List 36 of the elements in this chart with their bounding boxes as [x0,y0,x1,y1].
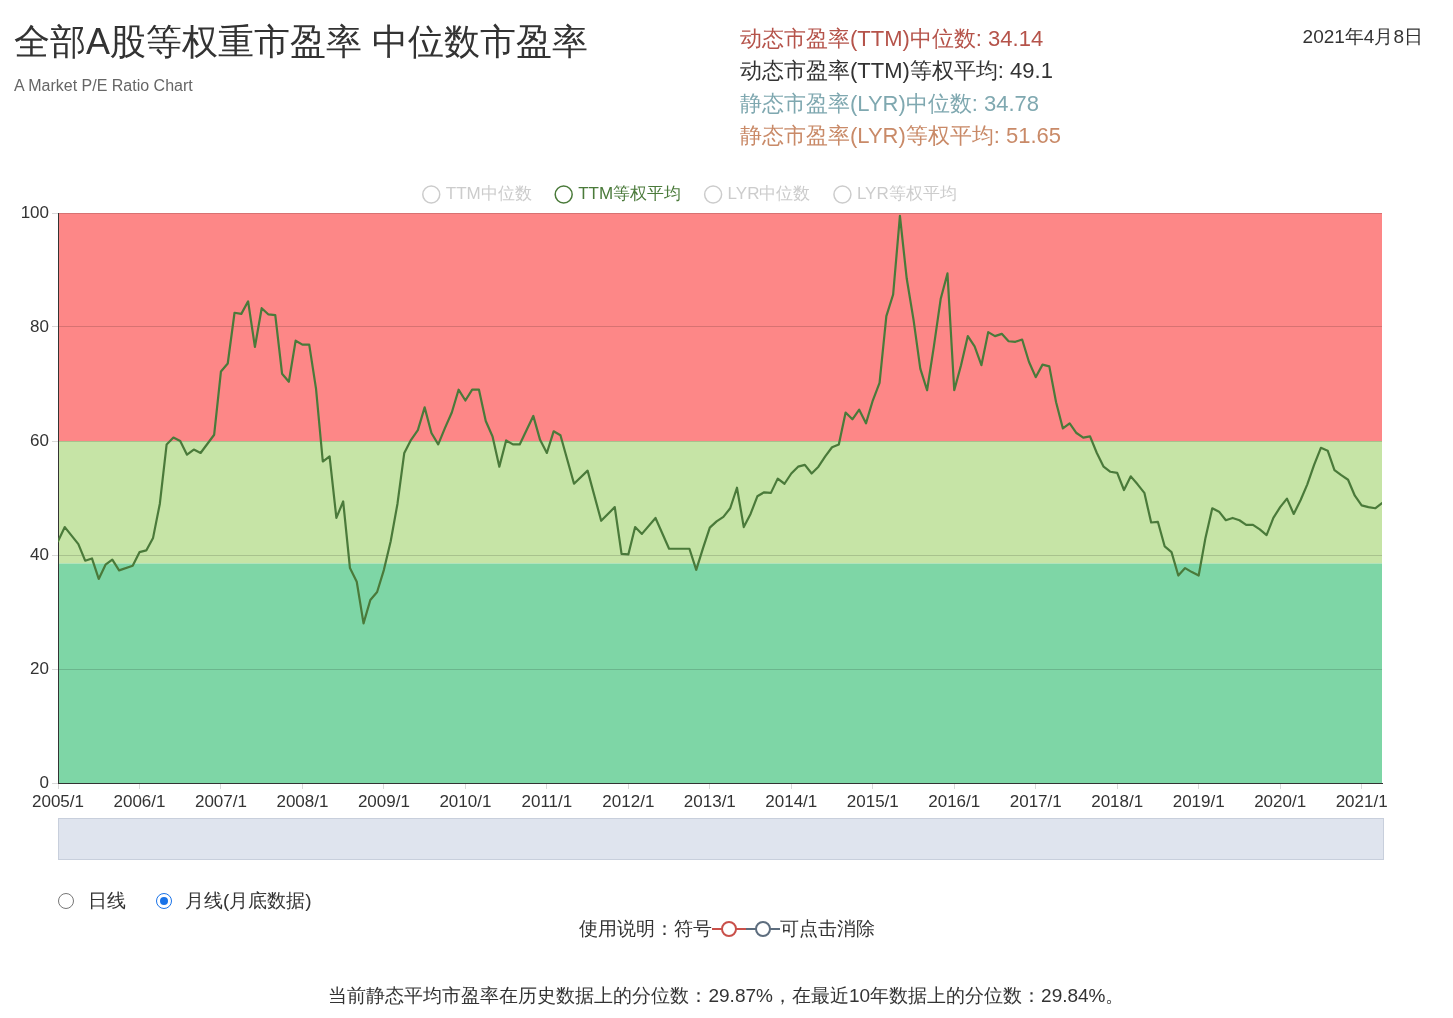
x-tick-label: 2012/1 [602,791,655,811]
text: 静态市盈率(LYR)等权平均: 51.65 [740,122,1062,150]
text: 静态市盈率(LYR)中位数: 34.78 [740,90,1040,118]
x-tick-label: 2018/1 [1091,791,1144,811]
y-tick-label: 100 [20,202,49,222]
text: 月线(月底数据) [185,889,312,913]
chart-title: 全部A股等权重市盈率 中位数市盈率 [14,20,589,64]
x-tick-label: 2007/1 [194,791,247,811]
x-tick-label: 2017/1 [1009,791,1062,811]
x-tick-label: 2006/1 [113,791,166,811]
x-tick-label: 2010/1 [439,791,492,811]
text: 日线 [88,889,126,913]
text: 动态市盈率(TTM)中位数: 34.14 [740,25,1044,53]
y-tick-label: 40 [30,544,49,564]
x-tick-label: 2016/1 [928,791,981,811]
text: 2021年4月8日 [1302,25,1423,49]
x-tick-label: 2014/1 [765,791,818,811]
text: 动态市盈率(TTM)等权平均: 49.1 [740,57,1053,85]
text: 可点击消除 [779,917,875,941]
y-tick-label: 80 [30,316,49,336]
x-tick-label: 2015/1 [846,791,899,811]
text: 使用说明：符号 [578,917,712,941]
chart-subtitle: A Market P/E Ratio Chart [14,77,193,95]
y-tick-label: 0 [39,772,49,792]
x-tick-label: 2005/1 [32,791,84,811]
y-tick-label: 20 [30,658,49,678]
x-tick-label: 2009/1 [357,791,410,811]
x-tick-label: 2011/1 [521,791,573,811]
x-tick-label: 2020/1 [1254,791,1307,811]
text: 当前静态平均市盈率在历史数据上的分位数：29.87%，在最近10年数据上的分位数：29.84%。 [327,984,1126,1008]
x-tick-label: 2021/1 [1335,791,1388,811]
x-tick-label: 2008/1 [276,791,329,811]
x-tick-label: 2019/1 [1172,791,1225,811]
legend-label: TTM等权平均 [578,184,682,204]
y-tick-label: 60 [30,430,49,450]
x-tick-label: 2013/1 [683,791,736,811]
